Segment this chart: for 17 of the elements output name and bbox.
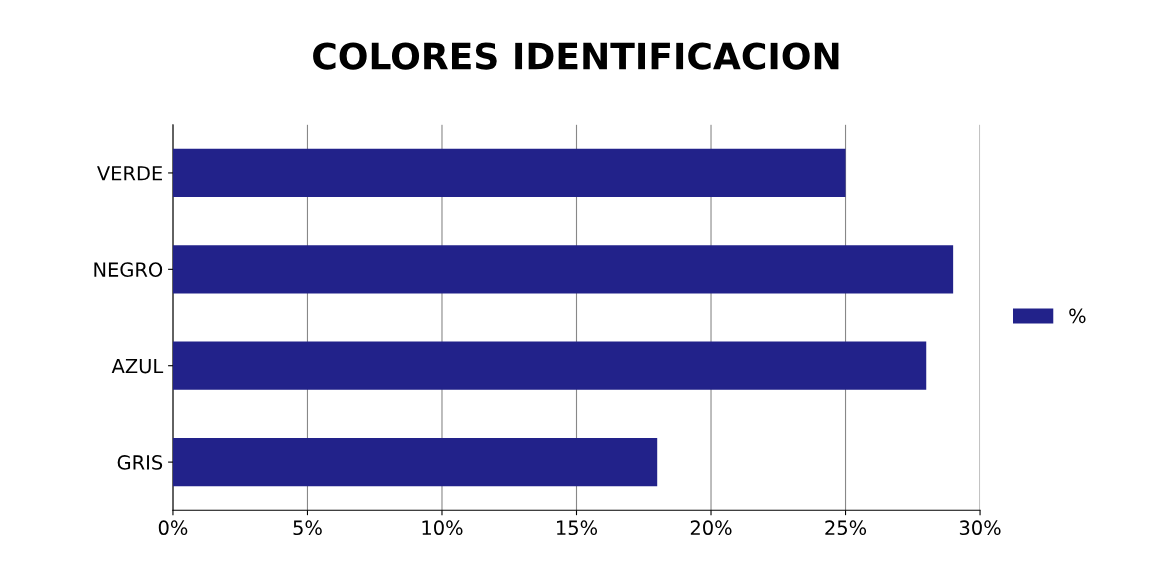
x-tick-label: 10%: [422, 520, 463, 536]
bar: [172, 438, 658, 487]
x-tick-label: 0%: [158, 520, 188, 536]
x-tick-label: 20%: [690, 520, 732, 536]
bar: [172, 341, 927, 390]
chart-title: COLORES IDENTIFICACION: [313, 42, 839, 70]
y-tick-label: NEGRO: [94, 262, 163, 277]
y-tick-label: AZUL: [111, 358, 164, 374]
y-tick-label: VERDE: [97, 166, 162, 181]
legend-label: %: [1069, 308, 1086, 324]
bar: [172, 245, 954, 294]
x-tick-label: 30%: [959, 520, 1001, 536]
y-tick-label: GRIS: [117, 455, 163, 470]
x-tick-label: 25%: [825, 520, 867, 536]
x-tick-label: 5%: [293, 520, 322, 536]
bar: [172, 148, 846, 198]
x-tick-label: 15%: [557, 520, 598, 536]
